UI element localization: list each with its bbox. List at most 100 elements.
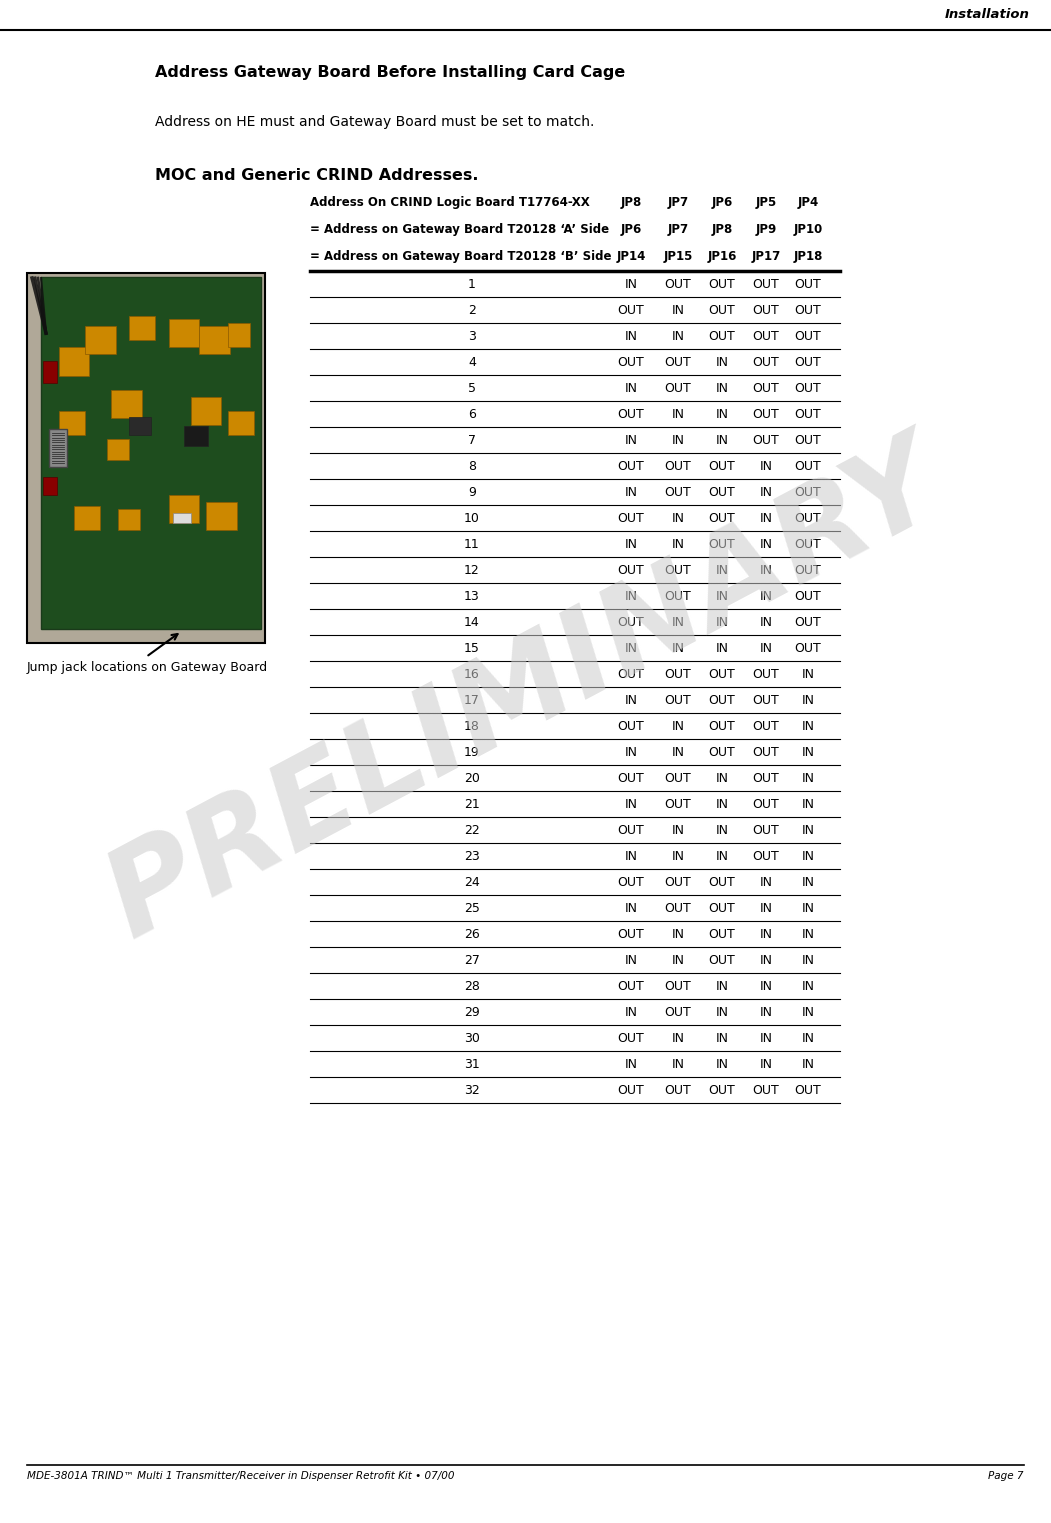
Text: JP4: JP4 (798, 195, 819, 209)
Text: IN: IN (716, 381, 728, 394)
Text: OUT: OUT (664, 798, 692, 810)
Bar (168, 495, 200, 524)
Text: Installation: Installation (945, 8, 1030, 21)
Text: IN: IN (802, 902, 815, 914)
Text: OUT: OUT (618, 876, 644, 888)
Text: OUT: OUT (618, 667, 644, 681)
Text: 2: 2 (468, 303, 476, 317)
Bar (59, 411, 85, 436)
Text: IN: IN (760, 876, 772, 888)
Text: OUT: OUT (708, 303, 736, 317)
Bar (111, 390, 142, 417)
Text: IN: IN (802, 824, 815, 836)
Text: IN: IN (760, 512, 772, 524)
Text: IN: IN (802, 667, 815, 681)
Text: OUT: OUT (664, 486, 692, 498)
Text: Address On CRIND Logic Board T17764-XX: Address On CRIND Logic Board T17764-XX (310, 195, 590, 209)
Text: 11: 11 (465, 538, 480, 550)
Text: 29: 29 (465, 1005, 480, 1019)
Text: IN: IN (672, 824, 684, 836)
Text: OUT: OUT (618, 719, 644, 733)
Text: IN: IN (802, 953, 815, 967)
Text: OUT: OUT (664, 979, 692, 993)
Text: OUT: OUT (618, 564, 644, 577)
Text: IN: IN (802, 928, 815, 941)
Text: OUT: OUT (708, 902, 736, 914)
Text: IN: IN (672, 615, 684, 629)
Bar (190, 396, 222, 425)
Text: IN: IN (802, 1005, 815, 1019)
Text: OUT: OUT (618, 1083, 644, 1097)
Text: IN: IN (802, 850, 815, 862)
Text: IN: IN (760, 615, 772, 629)
Text: IN: IN (672, 303, 684, 317)
Text: IN: IN (672, 512, 684, 524)
Text: OUT: OUT (664, 381, 692, 394)
Text: 20: 20 (465, 772, 480, 784)
Text: IN: IN (802, 745, 815, 758)
Text: IN: IN (802, 772, 815, 784)
Text: IN: IN (672, 408, 684, 420)
Text: OUT: OUT (795, 615, 822, 629)
Text: OUT: OUT (795, 564, 822, 577)
Text: OUT: OUT (664, 772, 692, 784)
Text: IN: IN (624, 641, 638, 655)
Text: 6: 6 (468, 408, 476, 420)
Text: OUT: OUT (618, 460, 644, 472)
Text: OUT: OUT (618, 408, 644, 420)
Text: IN: IN (760, 979, 772, 993)
Text: IN: IN (716, 1031, 728, 1045)
Text: OUT: OUT (618, 1031, 644, 1045)
Text: IN: IN (624, 486, 638, 498)
Text: IN: IN (760, 928, 772, 941)
Text: OUT: OUT (664, 693, 692, 707)
Text: 16: 16 (465, 667, 480, 681)
Text: = Address on Gateway Board T20128 ‘A’ Side: = Address on Gateway Board T20128 ‘A’ Si… (310, 222, 610, 236)
Text: IN: IN (716, 772, 728, 784)
Text: IN: IN (716, 355, 728, 369)
Text: IN: IN (716, 798, 728, 810)
Text: IN: IN (760, 538, 772, 550)
Text: IN: IN (716, 850, 728, 862)
Text: OUT: OUT (664, 277, 692, 291)
Text: Jump jack locations on Gateway Board: Jump jack locations on Gateway Board (27, 661, 268, 675)
Text: JP10: JP10 (794, 222, 823, 236)
Text: 8: 8 (468, 460, 476, 472)
Text: OUT: OUT (753, 693, 780, 707)
Text: OUT: OUT (753, 329, 780, 343)
Text: OUT: OUT (753, 434, 780, 446)
Text: OUT: OUT (753, 408, 780, 420)
Text: 10: 10 (465, 512, 480, 524)
Bar (43, 361, 57, 382)
Text: IN: IN (802, 719, 815, 733)
Text: IN: IN (760, 1005, 772, 1019)
Bar (129, 417, 151, 436)
Text: IN: IN (624, 434, 638, 446)
Text: 17: 17 (465, 693, 480, 707)
Text: IN: IN (760, 953, 772, 967)
Text: IN: IN (760, 1057, 772, 1071)
Text: OUT: OUT (708, 693, 736, 707)
Text: OUT: OUT (795, 408, 822, 420)
Text: 3: 3 (468, 329, 476, 343)
Text: IN: IN (672, 745, 684, 758)
Text: OUT: OUT (618, 979, 644, 993)
Text: IN: IN (716, 408, 728, 420)
Bar (200, 326, 230, 355)
Text: JP9: JP9 (756, 222, 777, 236)
Text: OUT: OUT (753, 824, 780, 836)
Bar (74, 506, 101, 530)
Text: OUT: OUT (618, 824, 644, 836)
Text: 21: 21 (465, 798, 480, 810)
Text: 12: 12 (465, 564, 480, 577)
Text: 30: 30 (465, 1031, 480, 1045)
Bar (49, 429, 67, 468)
Text: IN: IN (802, 876, 815, 888)
Text: IN: IN (716, 641, 728, 655)
Text: JP16: JP16 (707, 250, 737, 262)
Text: 5: 5 (468, 381, 476, 394)
Text: OUT: OUT (795, 1083, 822, 1097)
Text: 31: 31 (465, 1057, 480, 1071)
Text: OUT: OUT (664, 355, 692, 369)
Text: OUT: OUT (795, 538, 822, 550)
